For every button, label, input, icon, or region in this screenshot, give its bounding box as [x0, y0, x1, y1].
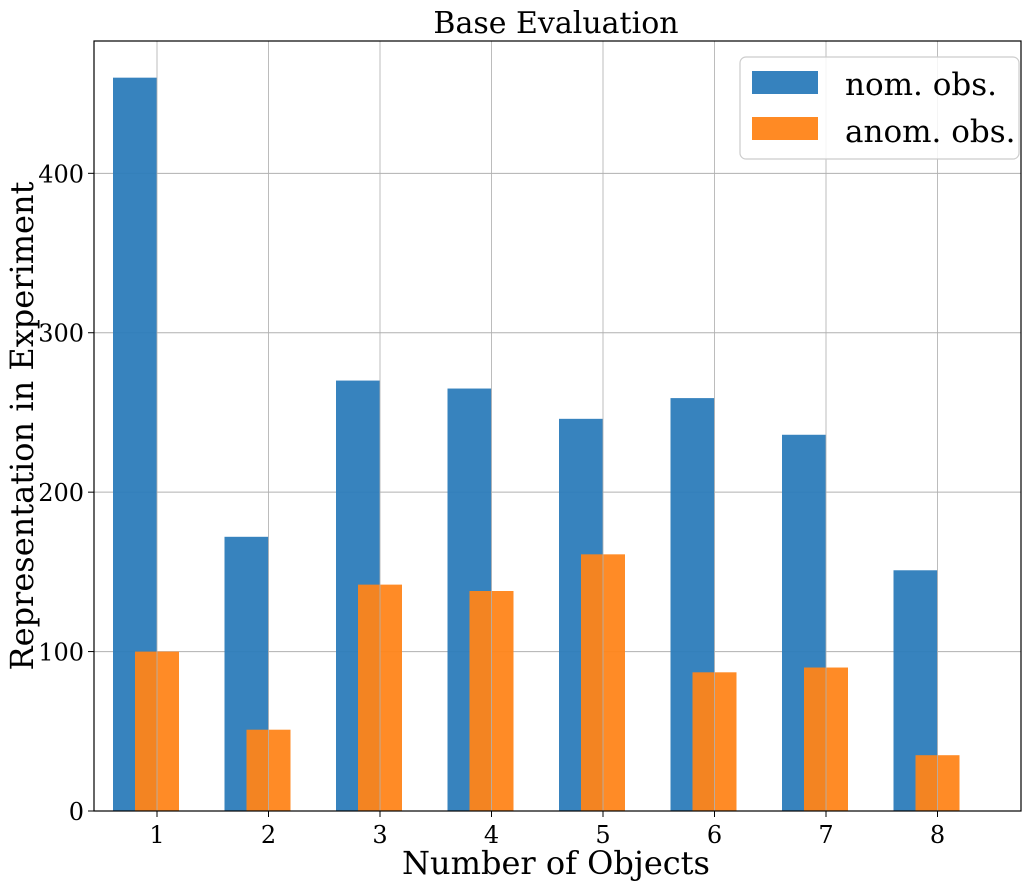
y-tick-label-100: 100 — [38, 639, 84, 667]
x-axis: 1 2 3 4 5 6 7 8 — [149, 811, 945, 849]
x-tick-label-2: 2 — [261, 821, 276, 849]
y-tick-label-200: 200 — [38, 479, 84, 507]
legend-swatch-anom-obs — [752, 117, 818, 140]
x-tick-label-7: 7 — [818, 821, 833, 849]
chart-title: Base Evaluation — [433, 6, 678, 41]
x-tick-label-3: 3 — [372, 821, 387, 849]
legend-label-nom-obs: nom. obs. — [845, 67, 997, 103]
x-tick-label-8: 8 — [930, 821, 945, 849]
vertical-grid — [156, 41, 938, 811]
bars — [113, 77, 960, 811]
legend-label-anom-obs: anom. obs. — [845, 114, 1016, 150]
x-tick-label-4: 4 — [484, 821, 499, 849]
y-axis: 0 100 200 300 400 — [38, 160, 94, 826]
x-tick-label-6: 6 — [707, 821, 722, 849]
x-tick-label-5: 5 — [595, 821, 610, 849]
x-axis-title: Number of Objects — [402, 844, 710, 882]
y-axis-title: Representation in Experiment — [3, 181, 41, 670]
y-tick-label-400: 400 — [38, 160, 84, 188]
plot-frame — [93, 40, 1022, 812]
x-tick-label-1: 1 — [149, 821, 164, 849]
legend: nom. obs. anom. obs. — [739, 56, 1020, 160]
y-tick-label-300: 300 — [38, 320, 84, 348]
legend-swatch-nom-obs — [752, 71, 818, 94]
y-tick-label-0: 0 — [69, 798, 84, 826]
